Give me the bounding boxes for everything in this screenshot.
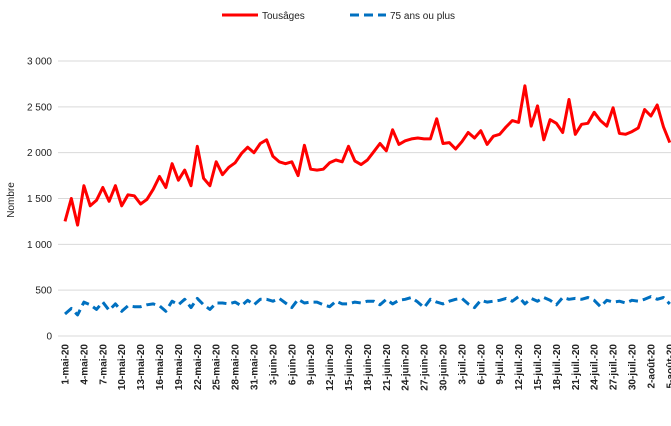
y-tick-label: 2 000	[27, 148, 52, 159]
x-tick-label: 13-mai-20	[136, 344, 147, 391]
y-axis-label: Nombre	[6, 182, 17, 218]
x-tick-label: 15-juin-20	[344, 344, 355, 391]
x-tick-label: 27-juil.-20	[609, 344, 620, 391]
x-tick-label: 6-juin-20	[287, 344, 298, 386]
legend-label: 75 ans ou plus	[390, 11, 455, 22]
x-tick-label: 19-mai-20	[174, 344, 185, 391]
x-tick-label: 21-juin-20	[382, 344, 393, 391]
series-line	[63, 84, 671, 227]
x-tick-label: 28-mai-20	[231, 344, 242, 391]
y-tick-label: 1 500	[27, 194, 52, 205]
x-tick-label: 10-mai-20	[117, 344, 128, 391]
x-tick-label: 2-août-20	[646, 344, 657, 389]
x-tick-label: 16-mai-20	[155, 344, 166, 391]
y-tick-label: 3 000	[27, 57, 52, 68]
x-tick-label: 31-mai-20	[250, 344, 261, 391]
x-tick-label: 6-juil.-20	[476, 344, 487, 385]
x-tick-label: 18-juin-20	[363, 344, 374, 391]
x-tick-label: 7-mai-20	[98, 344, 109, 385]
x-tick-label: 12-juin-20	[325, 344, 336, 391]
y-tick-label: 0	[46, 332, 52, 343]
y-tick-label: 500	[35, 286, 52, 297]
x-tick-label: 15-juil.-20	[533, 344, 544, 391]
x-tick-label: 9-juil.-20	[495, 344, 506, 385]
x-tick-label: 3-juil.-20	[457, 344, 468, 385]
x-tick-label: 4-mai-20	[79, 344, 90, 385]
x-tick-label: 30-juil.-20	[628, 344, 639, 391]
x-tick-label: 3-juin-20	[268, 344, 279, 386]
x-tick-label: 18-juil.-20	[552, 344, 563, 391]
x-tick-label: 27-juin-20	[420, 344, 431, 391]
x-tick-label: 12-juil.-20	[514, 344, 525, 391]
x-tick-label: 24-juil.-20	[590, 344, 601, 391]
x-tick-label: 1-mai-20	[61, 344, 72, 385]
x-tick-label: 5-août-20	[665, 344, 671, 389]
x-tick-label: 22-mai-20	[193, 344, 204, 391]
x-tick-label: 25-mai-20	[212, 344, 223, 391]
series-line	[64, 295, 671, 317]
x-tick-label: 24-juin-20	[401, 344, 412, 391]
legend-label: Tousâges	[262, 11, 305, 22]
y-tick-label: 1 000	[27, 240, 52, 251]
x-tick-label: 9-juin-20	[306, 344, 317, 386]
y-tick-label: 2 500	[27, 102, 52, 113]
x-tick-label: 21-juil.-20	[571, 344, 582, 391]
x-tick-label: 30-juin-20	[439, 344, 450, 391]
